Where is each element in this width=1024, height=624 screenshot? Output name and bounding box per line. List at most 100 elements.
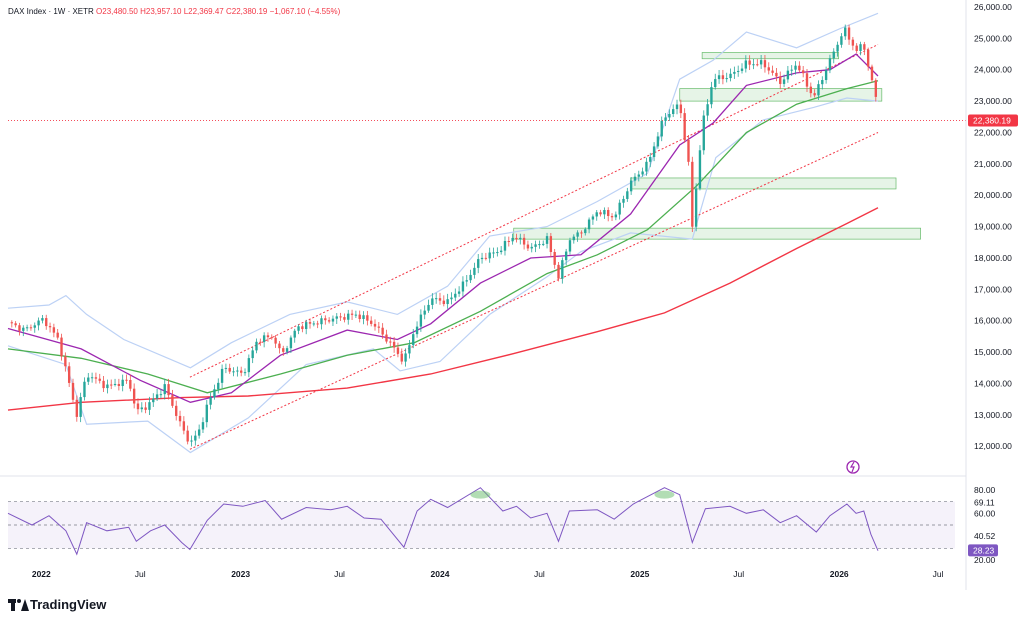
candle-body (534, 244, 537, 247)
candle-body (870, 66, 874, 81)
time-tick-label: Jul (334, 569, 345, 579)
candle-body (828, 58, 832, 71)
candle-body (224, 367, 228, 369)
candle-body (622, 198, 625, 203)
candle-body (274, 337, 277, 344)
time-tick-label: 2024 (431, 569, 450, 579)
candle-body (301, 326, 304, 330)
time-tick-label: Jul (733, 569, 744, 579)
candle-body (389, 341, 392, 343)
candle-body (136, 403, 140, 410)
ohlc-open: O23,480.50 (96, 7, 138, 16)
ohlc-high: H23,957.10 (140, 7, 182, 16)
candle-body (874, 80, 877, 97)
price-tick-label: 25,000.00 (974, 33, 1012, 43)
price-pane[interactable] (0, 12, 966, 477)
candle-body (733, 71, 736, 74)
candle-body (866, 49, 870, 67)
candle-body (79, 397, 82, 417)
candle-body (480, 257, 484, 260)
time-tick-label: 2023 (231, 569, 250, 579)
candle-body (438, 298, 442, 301)
rsi-last-badge-bg (968, 544, 998, 557)
candle-body (255, 341, 258, 351)
candle-body (60, 337, 63, 357)
candle-body (824, 70, 828, 81)
candle-body (75, 399, 78, 417)
candle-body (736, 70, 740, 72)
candle-body (106, 384, 109, 389)
candles (10, 24, 877, 447)
candle-body (649, 157, 652, 162)
symbol-name[interactable]: DAX Index (8, 7, 47, 16)
rsi-tick-label: 40.52 (974, 531, 996, 541)
candle-body (327, 320, 331, 322)
candle-body (343, 317, 346, 320)
candle-body (419, 314, 423, 327)
candle-body (220, 368, 224, 383)
candle-body (660, 120, 663, 137)
symbol-interval[interactable]: 1W (53, 7, 66, 16)
candle-body (308, 322, 312, 324)
alert-icon[interactable] (846, 460, 860, 474)
candle-body (339, 316, 342, 318)
tradingview-logo-icon (8, 598, 29, 611)
candle-body (83, 381, 86, 398)
candle-body (457, 291, 461, 294)
rsi-pane[interactable] (7, 487, 955, 556)
candle-body (522, 237, 526, 245)
price-axis: 26,000.00 25,000.00 24,000.00 23,000.00 22,0… (965, 0, 1018, 590)
candle-body (729, 73, 732, 79)
time-axis: 2022 Jul 2023 Jul 2024 Jul 2025 Jul 2026 Jul (32, 569, 944, 579)
symbol-exchange: XETR (72, 7, 94, 16)
bollinger-lower-line (7, 97, 879, 454)
candle-body (721, 75, 725, 80)
candle-body (316, 323, 319, 325)
candle-body (427, 304, 430, 311)
candle-body (840, 36, 843, 45)
candle-body (52, 327, 56, 333)
candle-body (48, 326, 52, 328)
candle-body (809, 86, 813, 94)
candle-body (530, 246, 533, 249)
last-price-badge: 22,380.19 (968, 114, 1018, 127)
candle-body (603, 210, 606, 215)
candle-body (45, 318, 48, 327)
candle-body (771, 70, 774, 73)
candle-body (266, 335, 270, 338)
candle-body (446, 299, 449, 305)
candle-body (243, 372, 247, 374)
candle-body (706, 104, 709, 116)
channel-upper-line (189, 44, 879, 378)
candle-body (41, 318, 44, 321)
candle-body (492, 252, 495, 254)
candle-body (117, 383, 121, 386)
candle-body (786, 70, 790, 80)
candle-body (851, 39, 855, 46)
time-tick-label: 2025 (630, 569, 649, 579)
candle-body (373, 323, 377, 327)
tradingview-logo[interactable]: TradingView (8, 597, 106, 612)
candle-body (591, 216, 595, 220)
brand-name: TradingView (30, 597, 107, 612)
candle-body (289, 337, 293, 349)
candle-body (431, 298, 434, 305)
candle-body (859, 44, 862, 51)
candle-body (186, 430, 189, 442)
candle-body (568, 240, 572, 252)
candle-body (748, 60, 751, 65)
candle-body (90, 377, 94, 379)
candle-body (201, 422, 205, 430)
candle-body (587, 219, 591, 230)
price-tick-label: 15,000.00 (974, 347, 1012, 357)
price-tick-label: 12,000.00 (974, 441, 1012, 451)
candle-body (599, 212, 602, 215)
candle-body (293, 330, 296, 338)
candle-body (10, 322, 14, 324)
candle-body (557, 264, 560, 279)
candle-body (821, 80, 824, 85)
candle-body (404, 353, 407, 362)
candle-body (247, 358, 251, 373)
